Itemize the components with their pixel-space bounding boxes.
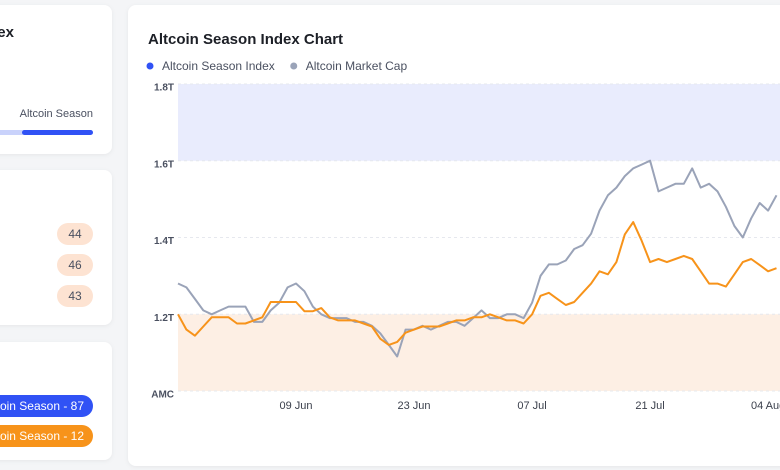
- legend-label: Altcoin Market Cap: [306, 59, 408, 73]
- badge-text: Bitcoin Season - 12: [0, 429, 84, 443]
- badge-pill: [0, 395, 93, 417]
- legend: Altcoin Season Index Altcoin Market Cap: [146, 59, 408, 73]
- history-card: [0, 170, 112, 325]
- legend-marker: [290, 62, 298, 70]
- gauge-fill: [22, 130, 93, 135]
- gauge-label: Altcoin Season: [20, 108, 93, 120]
- series-line: [177, 221, 777, 346]
- x-tick-label: 09 Jun: [280, 400, 313, 412]
- history-value: 43: [68, 289, 82, 303]
- x-tick-label: 21 Jul: [635, 400, 664, 412]
- chart-card: [128, 5, 780, 466]
- badge-text: Altcoin Season - 87: [0, 399, 84, 413]
- history-value: 44: [68, 227, 82, 241]
- plot: AMC 1.2T 1.4T 1.6T 1.8T 09 Jun 23 Jun 07 Jul 21 …: [151, 83, 780, 412]
- history-pill: [57, 223, 93, 245]
- x-tick-label: 04 Aug: [751, 400, 780, 412]
- badge-list: Altcoin Season - 87 Bitcoin Season - 12: [0, 395, 93, 447]
- y-tick-label: 1.4T: [154, 236, 174, 247]
- legend-marker: [146, 62, 154, 70]
- index-card: [0, 5, 112, 154]
- chart-title: Altcoin Season Index Chart: [148, 31, 343, 48]
- history-value: 46: [68, 258, 82, 272]
- y-tick-label: AMC: [151, 390, 174, 401]
- history-list: 44 46 43: [57, 223, 93, 307]
- badge-pill: [0, 425, 93, 447]
- x-tick-label: 23 Jun: [398, 400, 431, 412]
- x-tick-label: 07 Jul: [517, 400, 546, 412]
- band: [178, 314, 780, 391]
- series-line: [177, 159, 778, 358]
- y-tick-label: 1.6T: [154, 159, 174, 170]
- y-tick-label: 1.2T: [154, 313, 174, 324]
- history-pill: [57, 285, 93, 307]
- y-tick-label: 1.8T: [154, 83, 174, 94]
- band: [178, 84, 780, 161]
- legend-label: Altcoin Season Index: [162, 59, 275, 73]
- card-title: Altcoin Season Index: [0, 24, 15, 41]
- history-pill: [57, 254, 93, 276]
